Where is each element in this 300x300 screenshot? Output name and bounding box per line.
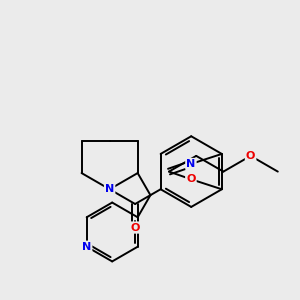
Text: N: N <box>105 184 114 194</box>
Text: N: N <box>82 242 91 252</box>
Text: O: O <box>186 174 196 184</box>
Text: N: N <box>186 159 196 169</box>
Text: O: O <box>130 223 140 232</box>
Text: O: O <box>246 151 255 161</box>
